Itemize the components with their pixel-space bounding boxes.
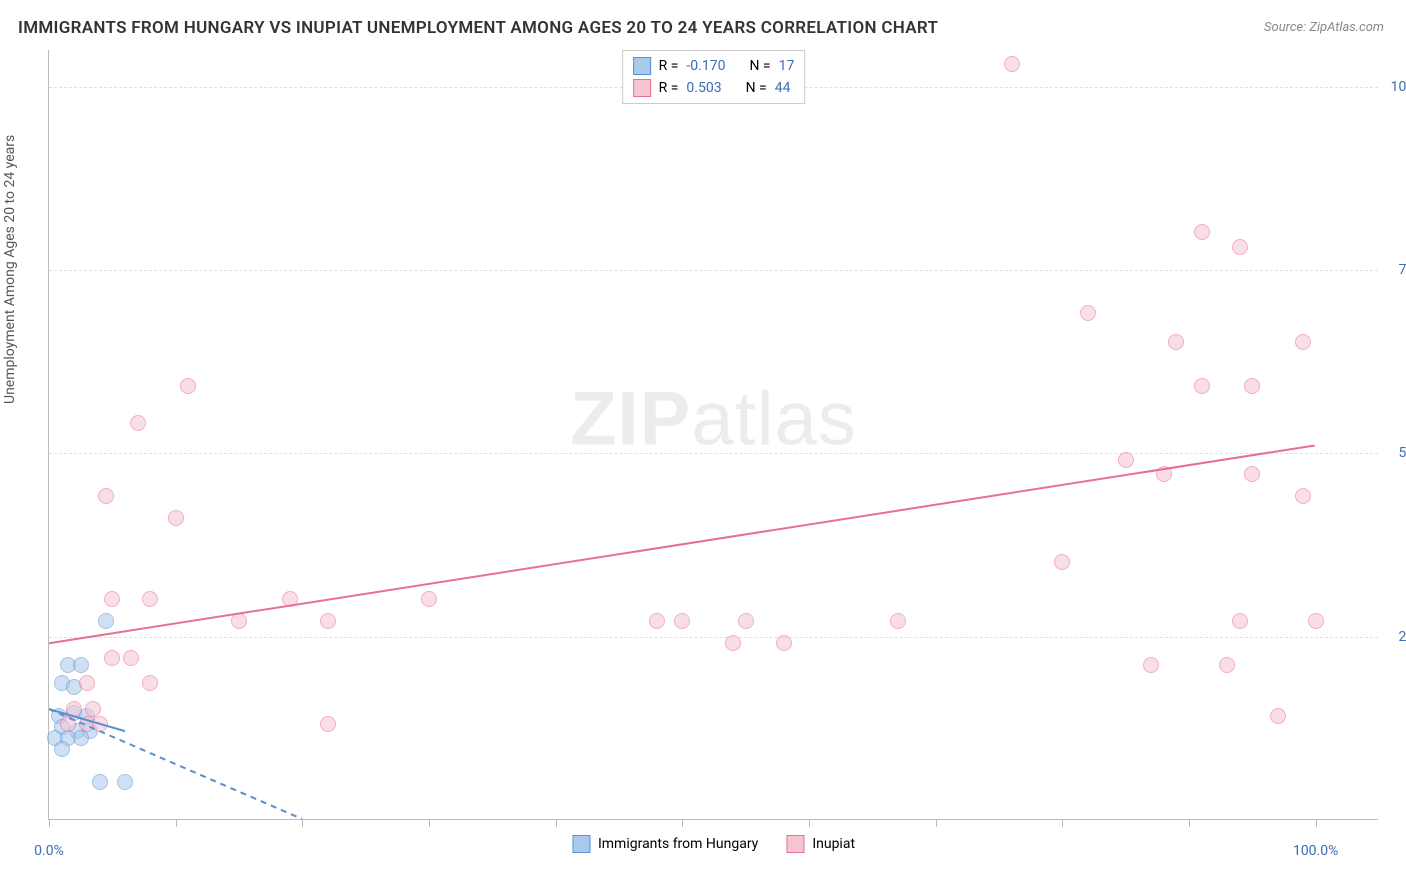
y-tick-label: 25.0% [1398,629,1406,645]
legend-label-inupiat: Inupiat [812,836,855,852]
point-inupiat [92,716,108,732]
x-tick [809,819,810,827]
x-tick [936,819,937,827]
legend-item-inupiat: Inupiat [786,835,855,853]
legend-row-hungary: R = -0.170 N = 17 [633,55,795,77]
point-inupiat [180,378,196,394]
point-inupiat [104,650,120,666]
x-tick-label: 0.0% [34,843,64,859]
point-inupiat [98,488,114,504]
point-inupiat [1244,378,1260,394]
x-tick [682,819,683,827]
point-inupiat [1054,554,1070,570]
gridline [49,453,1378,454]
r-label: R = [659,58,679,74]
point-inupiat [60,716,76,732]
x-tick [1316,819,1317,827]
point-hungary [73,657,89,673]
point-inupiat [1156,466,1172,482]
point-inupiat [725,635,741,651]
x-tick [1062,819,1063,827]
x-tick [49,819,50,827]
x-tick [556,819,557,827]
y-axis-label: Unemployment Among Ages 20 to 24 years [2,135,18,404]
point-inupiat [79,675,95,691]
point-inupiat [320,716,336,732]
y-tick-label: 50.0% [1398,445,1406,461]
watermark-bold: ZIP [570,377,691,462]
point-hungary [98,613,114,629]
x-tick-label: 100.0% [1293,843,1338,859]
point-inupiat [130,415,146,431]
series-legend: Immigrants from Hungary Inupiat [572,835,855,853]
point-inupiat [421,591,437,607]
point-inupiat [1219,657,1235,673]
point-inupiat [1232,239,1248,255]
n-value-inupiat: 44 [775,80,791,96]
swatch-inupiat-icon [786,835,804,853]
point-inupiat [890,613,906,629]
point-inupiat [649,613,665,629]
point-inupiat [142,591,158,607]
point-inupiat [85,701,101,717]
point-hungary [54,741,70,757]
gridline [49,637,1378,638]
point-inupiat [320,613,336,629]
point-inupiat [1244,466,1260,482]
x-tick [176,819,177,827]
r-label: R = [659,80,679,96]
point-inupiat [1295,334,1311,350]
point-inupiat [776,635,792,651]
r-value-hungary: -0.170 [686,58,725,74]
legend-row-inupiat: R = 0.503 N = 44 [633,77,795,99]
swatch-hungary-icon [572,835,590,853]
point-inupiat [123,650,139,666]
point-hungary [92,774,108,790]
watermark: ZIPatlas [570,376,857,463]
gridline [49,270,1378,271]
point-inupiat [1080,305,1096,321]
point-inupiat [1143,657,1159,673]
point-inupiat [231,613,247,629]
point-inupiat [282,591,298,607]
point-inupiat [142,675,158,691]
legend-item-hungary: Immigrants from Hungary [572,835,758,853]
correlation-legend: R = -0.170 N = 17 R = 0.503 N = 44 [622,50,806,104]
point-inupiat [1168,334,1184,350]
point-inupiat [1232,613,1248,629]
point-inupiat [1004,56,1020,72]
r-value-inupiat: 0.503 [686,80,721,96]
point-inupiat [1308,613,1324,629]
y-tick-label: 75.0% [1398,262,1406,278]
point-inupiat [168,510,184,526]
legend-label-hungary: Immigrants from Hungary [598,836,758,852]
point-inupiat [1194,378,1210,394]
swatch-hungary [633,57,651,75]
point-inupiat [1295,488,1311,504]
y-tick-label: 100.0% [1391,79,1406,95]
n-value-hungary: 17 [779,58,795,74]
point-inupiat [104,591,120,607]
swatch-inupiat [633,79,651,97]
n-label: N = [746,80,767,96]
source-attribution: Source: ZipAtlas.com [1264,20,1384,35]
plot-area: ZIPatlas 25.0%50.0%75.0%100.0% 0.0%100.0… [48,50,1378,820]
x-tick [302,819,303,827]
x-tick [1189,819,1190,827]
point-inupiat [1118,452,1134,468]
point-inupiat [66,701,82,717]
chart-title: IMMIGRANTS FROM HUNGARY VS INUPIAT UNEMP… [18,18,938,38]
point-inupiat [1270,708,1286,724]
trend-lines [49,50,1378,819]
point-inupiat [738,613,754,629]
n-label: N = [749,58,770,74]
point-hungary [117,774,133,790]
point-inupiat [1194,224,1210,240]
point-hungary [73,730,89,746]
watermark-light: atlas [691,377,857,462]
point-inupiat [674,613,690,629]
x-tick [429,819,430,827]
